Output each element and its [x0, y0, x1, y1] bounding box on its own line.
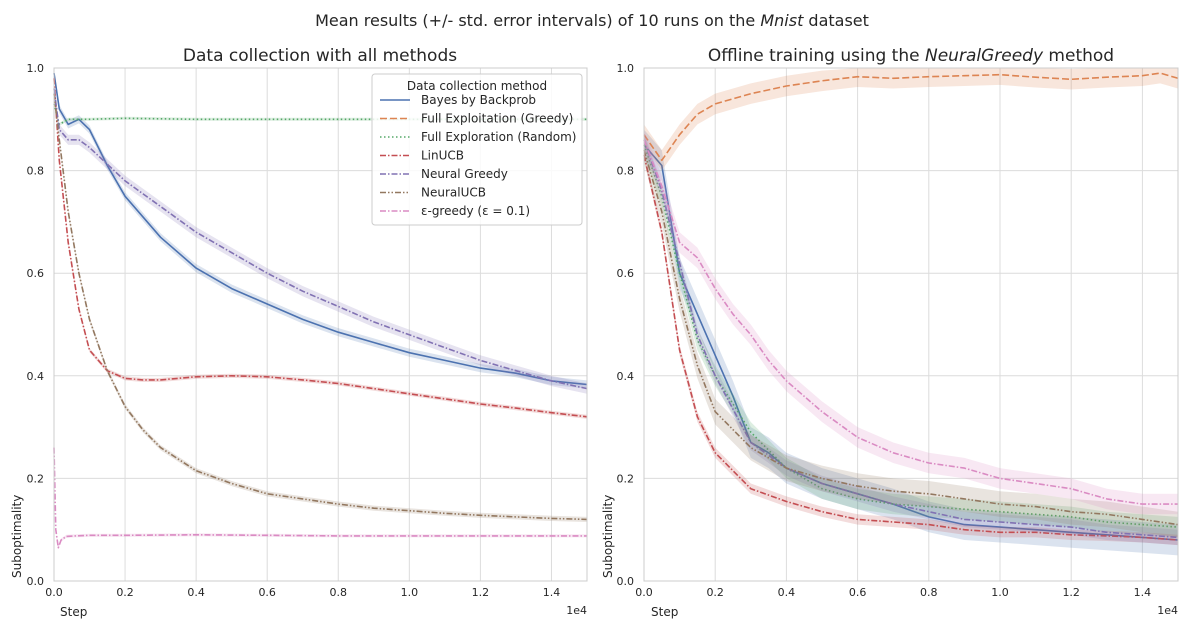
right-x-tick-label: 0.0: [635, 586, 653, 599]
right-y-tick-label: 0.6: [617, 267, 635, 280]
left-x-tick-label: 0.4: [187, 586, 205, 599]
figure-title-prefix: Mean results (+/- std. error intervals) …: [315, 11, 760, 30]
left-x-offset-label: 1e4: [566, 604, 587, 617]
right-bayes-by-backprob-line: [643, 144, 1179, 541]
left-y-tick-label: 0.0: [27, 575, 45, 588]
right-y-axis-label: Suboptimality: [601, 495, 615, 578]
left-linucb-line: [53, 78, 588, 418]
left-neural-greedy-line: [53, 88, 588, 390]
legend-title: Data collection method: [407, 79, 547, 93]
left-y-tick-label: 1.0: [27, 62, 45, 75]
left-y-axis-label: Suboptimality: [10, 495, 24, 578]
right-x-axis-label: Step: [651, 605, 678, 619]
left-ticks: 0.0 0.2 0.4 0.6 0.8 1.0 1.2 1.4 0.0 0.2 0.4 0.6 0.8 1…: [27, 62, 561, 599]
left-x-tick-label: 0.0: [45, 586, 63, 599]
right-full-exploitation-greedy-line: [643, 72, 1179, 162]
right-x-tick-label: 1.4: [1134, 586, 1152, 599]
right-bayes-by-backprob-error-band: [644, 129, 1178, 556]
right-series-group: [643, 68, 1179, 556]
left-x-tick-label: 0.2: [116, 586, 134, 599]
left-neuralucb-line: [53, 93, 588, 521]
right-chart-title-italic: NeuralGreedy: [925, 46, 1044, 66]
left-y-tick-label: 0.4: [27, 370, 45, 383]
legend-items: Bayes by Backprob Full Exploitation (Gree…: [380, 93, 576, 218]
legend-label-full-exploitation-greedy: Full Exploitation (Greedy): [421, 112, 573, 126]
legend-label-bayes-by-backprob: Bayes by Backprob: [421, 93, 536, 107]
right-x-tick-label: 0.6: [849, 586, 867, 599]
right-y-tick-label: 0.0: [617, 575, 635, 588]
left-x-tick-label: 1.2: [472, 586, 490, 599]
left-x-tick-label: 1.4: [543, 586, 561, 599]
right-x-tick-label: 0.8: [920, 586, 938, 599]
left-bayes-by-backprob-error-band: [54, 69, 587, 389]
left-x-tick-label: 0.8: [330, 586, 348, 599]
right-neuralucb-line: [643, 149, 1179, 526]
right-y-tick-label: 0.8: [617, 165, 635, 178]
right-x-tick-label: 1.0: [991, 586, 1009, 599]
right-y-tick-label: 0.4: [617, 370, 635, 383]
left-x-tick-label: 1.0: [401, 586, 419, 599]
right-x-offset-label: 1e4: [1157, 604, 1178, 617]
left-y-tick-label: 0.2: [27, 472, 45, 485]
legend-label-greedy-0-1: ε-greedy (ε = 0.1): [421, 204, 530, 218]
figure-title-suffix: dataset: [803, 11, 869, 30]
legend-label-full-exploration-random: Full Exploration (Random): [421, 130, 576, 144]
left-chart: 0.0 0.2 0.4 0.6 0.8 1.0 1.2 1.4 0.0 0.2 0.4 0.6 0.8 1…: [10, 46, 588, 619]
right-chart: 0.0 0.2 0.4 0.6 0.8 1.0 1.2 1.4 0.0 0.2 0.4 0.6 0.8 1…: [601, 46, 1179, 619]
left-greedy-0-1-line: [53, 447, 587, 549]
left-x-tick-label: 0.6: [258, 586, 276, 599]
right-y-tick-label: 1.0: [617, 62, 635, 75]
left-chart-title: Data collection with all methods: [183, 46, 457, 66]
left-y-tick-label: 0.6: [27, 267, 45, 280]
right-x-tick-label: 1.2: [1062, 586, 1080, 599]
right-chart-title-suffix: method: [1043, 46, 1114, 66]
legend: Data collection method Bayes by Backprob…: [371, 73, 583, 226]
legend-label-neural-greedy: Neural Greedy: [421, 167, 508, 181]
right-chart-title: Offline training using the NeuralGreedy …: [708, 46, 1114, 66]
right-neural-greedy-line: [643, 139, 1179, 539]
right-chart-title-prefix: Offline training using the: [708, 46, 925, 66]
right-linucb-line: [643, 155, 1179, 541]
left-bayes-by-backprob-line: [53, 72, 588, 386]
right-full-exploitation-greedy-error-band: [644, 68, 1178, 171]
right-x-tick-label: 0.4: [778, 586, 796, 599]
right-y-tick-label: 0.2: [617, 472, 635, 485]
legend-label-neuralucb: NeuralUCB: [421, 186, 486, 200]
right-greedy-0-1-line: [643, 139, 1178, 505]
right-ticks: 0.0 0.2 0.4 0.6 0.8 1.0 1.2 1.4 0.0 0.2 0.4 0.6 0.8 1…: [617, 62, 1152, 599]
figure-title: Mean results (+/- std. error intervals) …: [315, 11, 869, 30]
left-x-axis-label: Step: [60, 605, 87, 619]
legend-label-linucb: LinUCB: [421, 149, 464, 163]
left-y-tick-label: 0.8: [27, 165, 45, 178]
right-x-tick-label: 0.2: [706, 586, 724, 599]
figure-title-italic: Mnist: [760, 11, 804, 30]
